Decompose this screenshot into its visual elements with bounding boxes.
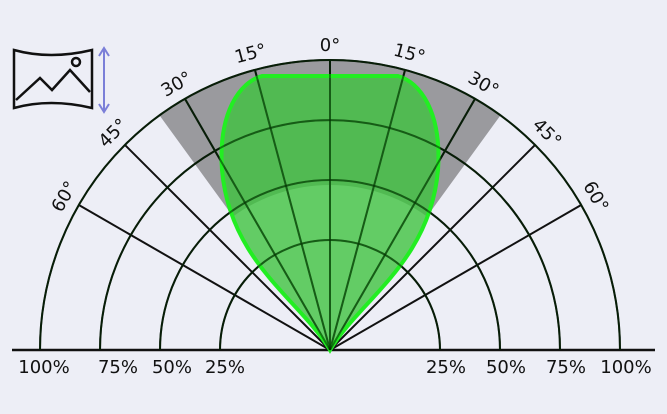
level-label: 50% (486, 357, 526, 378)
icon-sun (70, 56, 82, 68)
level-label: 50% (152, 357, 192, 378)
radial-line (124, 144, 331, 351)
icon-arrowheads (98, 46, 110, 114)
radial-line (78, 204, 331, 351)
polar-grid (12, 59, 655, 354)
radial-line-overlay (184, 98, 331, 351)
level-label: 75% (546, 357, 586, 378)
radial-line-overlay (329, 69, 407, 351)
angle-label: 0° (320, 35, 340, 56)
icon-frame (12, 48, 94, 110)
radial-line-overlay (329, 98, 476, 351)
level-label: 75% (98, 357, 138, 378)
level-label: 100% (18, 357, 69, 378)
icon-mountains (15, 68, 91, 101)
radial-line-overlay (253, 69, 331, 351)
panorama-icon (12, 46, 110, 114)
radial-line (329, 144, 536, 351)
level-label: 25% (205, 357, 245, 378)
level-label: 100% (600, 357, 651, 378)
level-label: 25% (426, 357, 466, 378)
radial-line (329, 204, 582, 351)
